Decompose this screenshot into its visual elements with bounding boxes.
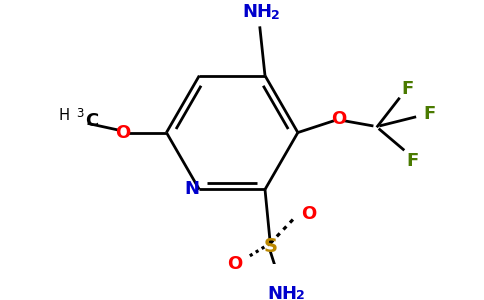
Text: H: H: [59, 108, 70, 123]
Text: C: C: [86, 112, 99, 130]
Text: F: F: [423, 105, 436, 123]
Text: 2: 2: [296, 289, 305, 300]
Text: NH: NH: [242, 3, 272, 21]
Text: N: N: [184, 181, 199, 199]
Text: O: O: [115, 124, 130, 142]
Text: O: O: [227, 255, 242, 273]
Text: 3: 3: [76, 107, 83, 120]
Text: O: O: [302, 206, 317, 224]
Text: F: F: [401, 80, 414, 98]
Text: O: O: [331, 110, 346, 128]
Text: F: F: [407, 152, 419, 170]
Text: 2: 2: [271, 9, 280, 22]
Text: S: S: [263, 237, 277, 256]
Text: NH: NH: [267, 285, 297, 300]
